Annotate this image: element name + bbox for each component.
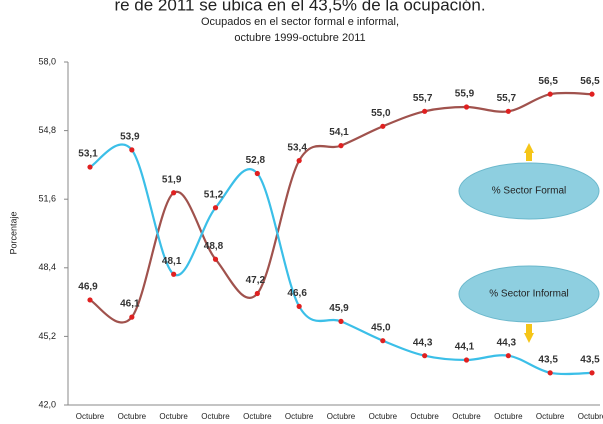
value-label: 51,9 [162, 174, 182, 185]
point [589, 91, 595, 97]
value-label: 56,5 [538, 76, 558, 87]
point [212, 205, 219, 211]
x-tick-label: Octubre [327, 412, 356, 421]
callout [458, 162, 600, 220]
point [254, 290, 260, 297]
value-label: 51,2 [204, 189, 224, 200]
value-label: 43,5 [538, 354, 558, 365]
point [171, 190, 177, 196]
arrow [524, 333, 534, 343]
point [296, 303, 302, 309]
arrow [524, 143, 534, 153]
legend-label: % Sector Informal [489, 289, 568, 300]
value-label: 53,9 [120, 132, 140, 143]
chart-subtitle: octubre 1999-octubre 2011 [234, 32, 365, 44]
value-label: 44,3 [413, 337, 433, 348]
value-label: 55,7 [413, 93, 433, 104]
point [171, 271, 177, 277]
point [87, 164, 93, 170]
point [129, 314, 135, 320]
point [505, 108, 511, 114]
value-label: 46,9 [78, 282, 98, 293]
point [380, 123, 386, 129]
x-tick-label: Octubre [76, 412, 105, 421]
y-tick-label: 58,0 [38, 56, 56, 66]
point [422, 353, 428, 359]
point [589, 370, 595, 376]
value-label: 45,0 [371, 322, 391, 333]
x-tick-label: Octubre [410, 412, 439, 421]
value-label: 53,4 [287, 142, 307, 153]
value-label: 55,0 [371, 108, 391, 119]
y-tick-label: 51,6 [38, 194, 56, 204]
point [547, 370, 553, 376]
point [338, 143, 344, 149]
value-label: 46,1 [120, 299, 140, 310]
value-label: 53,1 [78, 149, 98, 160]
value-label: 56,5 [580, 76, 600, 87]
value-label: 43,5 [580, 354, 600, 365]
point [547, 91, 553, 97]
context-text: re de 2011 se ubica en el 43,5% de la oc… [114, 0, 485, 14]
value-label: 48,8 [204, 241, 224, 252]
y-tick-label: 48,4 [38, 262, 56, 272]
chart-title: Ocupados en el sector formal e informal, [201, 16, 399, 28]
series-line [89, 143, 593, 376]
value-label: 54,1 [329, 127, 349, 138]
x-tick-label: Octubre [369, 412, 398, 421]
x-tick-label: Octubre [285, 412, 314, 421]
point [505, 353, 511, 359]
x-tick-label: Octubre [243, 412, 272, 421]
point [422, 108, 428, 114]
arrow [526, 324, 532, 333]
y-axis-label: Porcentaje [8, 211, 18, 254]
x-tick-label: Octubre [201, 412, 230, 421]
point [129, 147, 135, 153]
point [338, 318, 344, 324]
value-label: 44,1 [455, 342, 475, 353]
point [87, 297, 93, 303]
point [380, 338, 386, 344]
x-tick-label: Octubre [578, 412, 603, 421]
value-label: 48,1 [162, 256, 182, 267]
y-tick-label: 45,2 [38, 331, 56, 341]
legend-label: % Sector Formal [492, 186, 566, 197]
y-tick-label: 54,8 [38, 125, 56, 135]
point [463, 104, 470, 110]
value-label: 45,9 [329, 303, 349, 314]
x-tick-label: Octubre [452, 412, 481, 421]
value-label: 46,6 [287, 288, 307, 299]
arrow [526, 153, 532, 161]
x-tick-label: Octubre [159, 412, 188, 421]
callout [458, 265, 600, 323]
x-tick-label: Octubre [494, 412, 523, 421]
value-label: 47,2 [246, 275, 266, 286]
value-label: 44,3 [497, 337, 517, 348]
point [463, 357, 470, 363]
point [212, 256, 219, 262]
value-label: 55,9 [455, 89, 475, 100]
y-tick-label: 42,0 [38, 399, 56, 409]
point [254, 170, 260, 177]
value-label: 55,7 [497, 93, 517, 104]
series-line [89, 91, 593, 324]
point [296, 158, 302, 164]
x-tick-label: Octubre [118, 412, 147, 421]
value-label: 52,8 [246, 155, 266, 166]
x-tick-label: Octubre [536, 412, 565, 421]
